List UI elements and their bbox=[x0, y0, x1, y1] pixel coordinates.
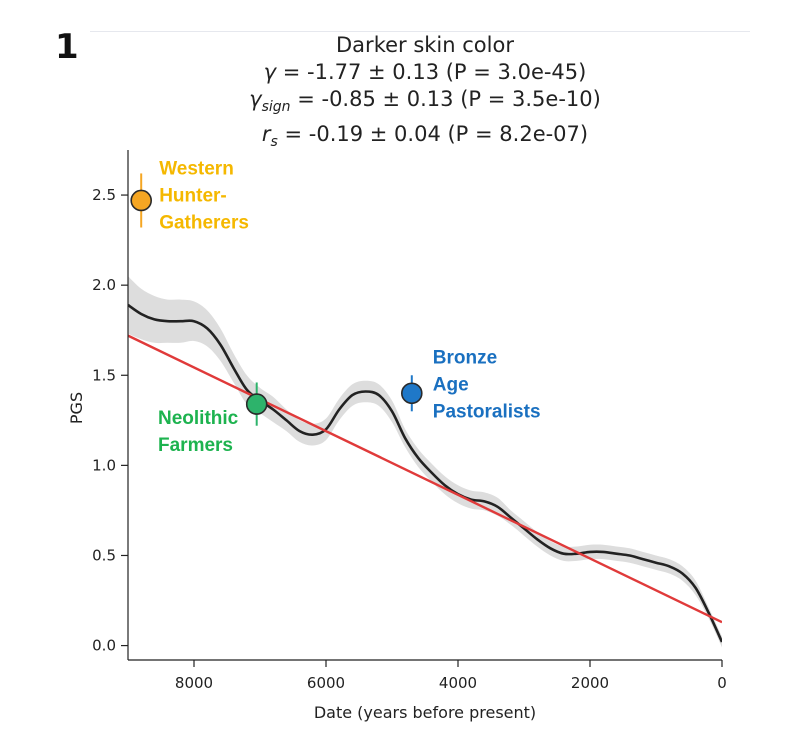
group-label: Gatherers bbox=[159, 212, 249, 233]
series-layer bbox=[128, 303, 722, 643]
pgs-trajectory-line bbox=[128, 303, 722, 643]
group-point bbox=[245, 393, 268, 415]
group-point-layer: Western Hunter- Gatherers Neolithic Farmers B… bbox=[130, 158, 541, 456]
confidence-band bbox=[128, 276, 722, 648]
panel-label: 1 bbox=[55, 27, 79, 67]
x-tick-label: 4000 bbox=[439, 674, 477, 692]
group-label: Hunter- bbox=[159, 185, 227, 206]
chart-title-line1: Darker skin color bbox=[336, 33, 514, 57]
x-tick-label: 0 bbox=[717, 674, 727, 692]
group-label: Bronze bbox=[433, 347, 497, 368]
y-tick-label: 1.0 bbox=[92, 456, 116, 474]
chart-title-line3: γsign = -0.85 ± 0.13 (P = 3.5e-10) bbox=[249, 87, 601, 115]
x-tick-label: 2000 bbox=[571, 674, 609, 692]
top-divider bbox=[90, 31, 750, 32]
group-label: Western bbox=[159, 158, 234, 179]
y-tick-label: 2.0 bbox=[92, 276, 116, 294]
y-tick-label: 2.5 bbox=[92, 186, 116, 204]
x-axis-label: Date (years before present) bbox=[314, 703, 536, 722]
linear-fit-line bbox=[128, 334, 722, 624]
x-tick-label: 8000 bbox=[175, 674, 213, 692]
chart-title-line2: γ = -1.77 ± 0.13 (P = 3.0e-45) bbox=[264, 60, 587, 84]
x-tick-label: 6000 bbox=[307, 674, 345, 692]
group-label: Neolithic bbox=[158, 408, 239, 429]
group-label: Farmers bbox=[158, 435, 233, 456]
axes-layer: 0.0 0.5 1.0 1.5 2.0 2.5 8000 6000 4000 2000 0 bbox=[92, 150, 727, 692]
group-label: Pastoralists bbox=[433, 401, 541, 422]
y-tick-label: 1.5 bbox=[92, 366, 116, 384]
y-tick-label: 0.5 bbox=[92, 546, 116, 564]
group-label: Age bbox=[433, 374, 469, 395]
group-point bbox=[130, 189, 152, 212]
y-tick-label: 0.0 bbox=[92, 637, 116, 655]
confidence-band-layer bbox=[128, 276, 722, 648]
y-axis-label: PGS bbox=[67, 392, 86, 424]
chart-title-line4: rs = -0.19 ± 0.04 (P = 8.2e-07) bbox=[262, 122, 588, 150]
group-point bbox=[400, 382, 423, 405]
